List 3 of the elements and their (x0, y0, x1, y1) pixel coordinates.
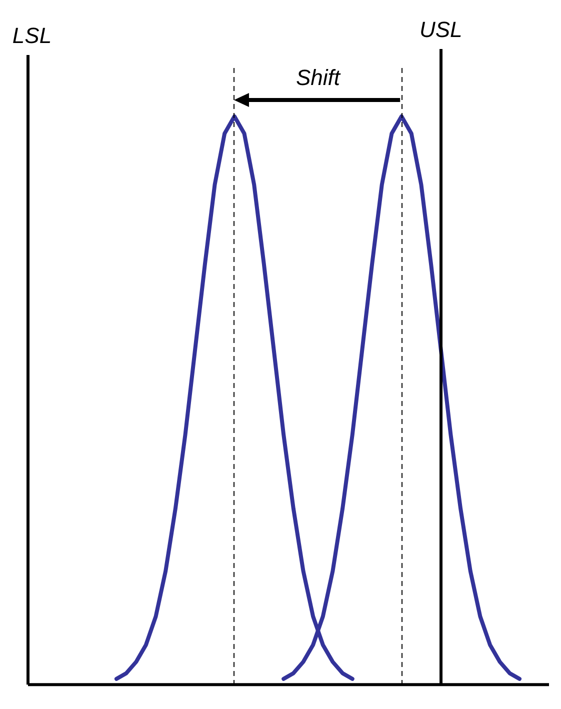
text: Shift (296, 65, 341, 90)
text: LSL (12, 23, 52, 48)
text: USL (419, 17, 462, 42)
